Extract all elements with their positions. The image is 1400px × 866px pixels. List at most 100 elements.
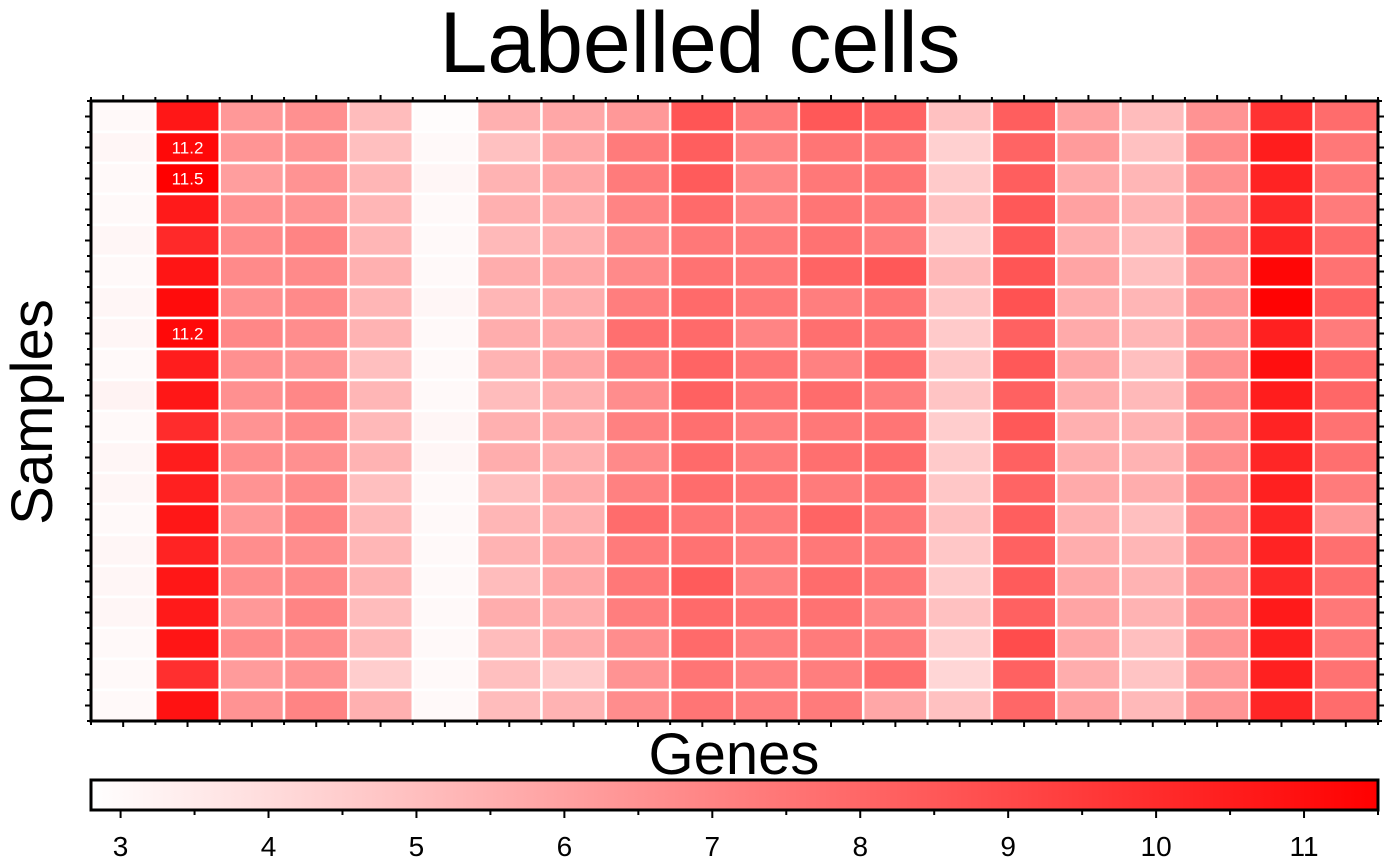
heatmap-cell bbox=[89, 254, 157, 289]
heatmap-cell bbox=[1312, 99, 1380, 134]
heatmap-cell bbox=[1119, 533, 1187, 568]
heatmap-cell bbox=[1248, 316, 1315, 351]
heatmap-cell bbox=[861, 564, 929, 599]
heatmap-cell bbox=[861, 161, 929, 196]
heatmap-cell bbox=[218, 285, 286, 320]
heatmap-cell bbox=[733, 378, 801, 413]
heatmap-cell bbox=[411, 99, 479, 134]
heatmap-cell bbox=[218, 378, 286, 413]
heatmap-cell bbox=[475, 409, 543, 444]
heatmap-cell bbox=[1183, 192, 1251, 227]
heatmap-cell bbox=[411, 595, 479, 630]
heatmap-cell bbox=[1119, 223, 1187, 258]
heatmap-cell bbox=[154, 471, 221, 506]
heatmap-cell bbox=[475, 533, 543, 568]
heatmap-cell bbox=[797, 440, 865, 475]
heatmap-cell bbox=[1312, 130, 1380, 165]
heatmap-cell bbox=[1055, 378, 1122, 413]
heatmap-cell bbox=[1248, 471, 1315, 506]
heatmap-cell bbox=[733, 502, 801, 537]
heatmap-cell bbox=[926, 130, 994, 165]
heatmap-cell bbox=[89, 192, 157, 227]
heatmap-cell bbox=[1183, 533, 1251, 568]
heatmap-cell bbox=[990, 161, 1058, 196]
heatmap-cell bbox=[604, 440, 672, 475]
heatmap-cell bbox=[990, 347, 1058, 382]
heatmap-cell bbox=[797, 564, 865, 599]
heatmap-cell bbox=[282, 316, 350, 351]
heatmap-cell bbox=[1055, 440, 1122, 475]
heatmap-cell bbox=[604, 130, 672, 165]
heatmap-cell bbox=[347, 130, 414, 165]
heatmap-cell bbox=[154, 657, 221, 692]
heatmap-cell bbox=[926, 440, 994, 475]
heatmap-cell bbox=[797, 192, 865, 227]
heatmap-cell bbox=[411, 502, 479, 537]
heatmap-cell bbox=[282, 688, 350, 723]
heatmap-cell bbox=[1119, 99, 1187, 134]
heatmap-cell bbox=[1183, 409, 1251, 444]
heatmap-cell bbox=[797, 347, 865, 382]
heatmap-cell bbox=[861, 316, 929, 351]
heatmap-cell bbox=[218, 254, 286, 289]
heatmap-cell bbox=[797, 409, 865, 444]
heatmap-cell bbox=[347, 223, 414, 258]
heatmap-cell bbox=[1183, 440, 1251, 475]
heatmap-cell bbox=[604, 595, 672, 630]
heatmap-cell bbox=[89, 409, 157, 444]
heatmap-cell bbox=[1248, 409, 1315, 444]
heatmap-cell bbox=[89, 347, 157, 382]
heatmap-cell bbox=[926, 502, 994, 537]
heatmap-cell bbox=[1312, 471, 1380, 506]
heatmap-cell bbox=[540, 347, 608, 382]
heatmap-cell bbox=[604, 502, 672, 537]
heatmap-cell bbox=[1312, 161, 1380, 196]
heatmap-cell bbox=[1119, 192, 1187, 227]
heatmap-cell bbox=[89, 440, 157, 475]
heatmap-cell bbox=[926, 471, 994, 506]
heatmap-cell bbox=[668, 471, 736, 506]
colorbar-tick-label: 4 bbox=[261, 831, 277, 862]
heatmap-cell bbox=[540, 223, 608, 258]
heatmap-cell bbox=[668, 254, 736, 289]
heatmap-cell bbox=[861, 657, 929, 692]
heatmap-cell bbox=[154, 192, 221, 227]
heatmap-cell bbox=[797, 688, 865, 723]
heatmap-cell bbox=[1248, 285, 1315, 320]
heatmap-cell bbox=[733, 564, 801, 599]
colorbar-tick-label: 6 bbox=[557, 831, 573, 862]
heatmap-cell bbox=[1183, 161, 1251, 196]
heatmap-cell bbox=[540, 161, 608, 196]
heatmap-cell bbox=[89, 99, 157, 134]
heatmap-cell bbox=[1183, 564, 1251, 599]
heatmap-cell bbox=[1183, 130, 1251, 165]
heatmap-cell bbox=[218, 192, 286, 227]
heatmap-cell bbox=[347, 688, 414, 723]
heatmap-cell bbox=[218, 409, 286, 444]
heatmap-cell bbox=[89, 657, 157, 692]
heatmap-cell bbox=[668, 564, 736, 599]
heatmap-cell bbox=[411, 657, 479, 692]
heatmap-cell bbox=[1055, 130, 1122, 165]
colorbar-tick-label: 7 bbox=[705, 831, 721, 862]
heatmap-cell bbox=[154, 254, 221, 289]
heatmap-cell bbox=[89, 502, 157, 537]
heatmap-cell bbox=[797, 502, 865, 537]
heatmap-cell bbox=[475, 502, 543, 537]
heatmap-cell bbox=[347, 626, 414, 661]
heatmap-cell bbox=[797, 223, 865, 258]
heatmap-cell bbox=[218, 316, 286, 351]
heatmap-cell bbox=[218, 595, 286, 630]
heatmap-cell bbox=[990, 471, 1058, 506]
heatmap-cell bbox=[1312, 192, 1380, 227]
heatmap-cell bbox=[861, 285, 929, 320]
heatmap-cell bbox=[926, 99, 994, 134]
heatmap-cell bbox=[926, 595, 994, 630]
heatmap-cell bbox=[540, 254, 608, 289]
heatmap-cell bbox=[926, 564, 994, 599]
heatmap-cell bbox=[604, 657, 672, 692]
heatmap-cell bbox=[1312, 657, 1380, 692]
heatmap-cell bbox=[1312, 440, 1380, 475]
heatmap-cell bbox=[1248, 502, 1315, 537]
